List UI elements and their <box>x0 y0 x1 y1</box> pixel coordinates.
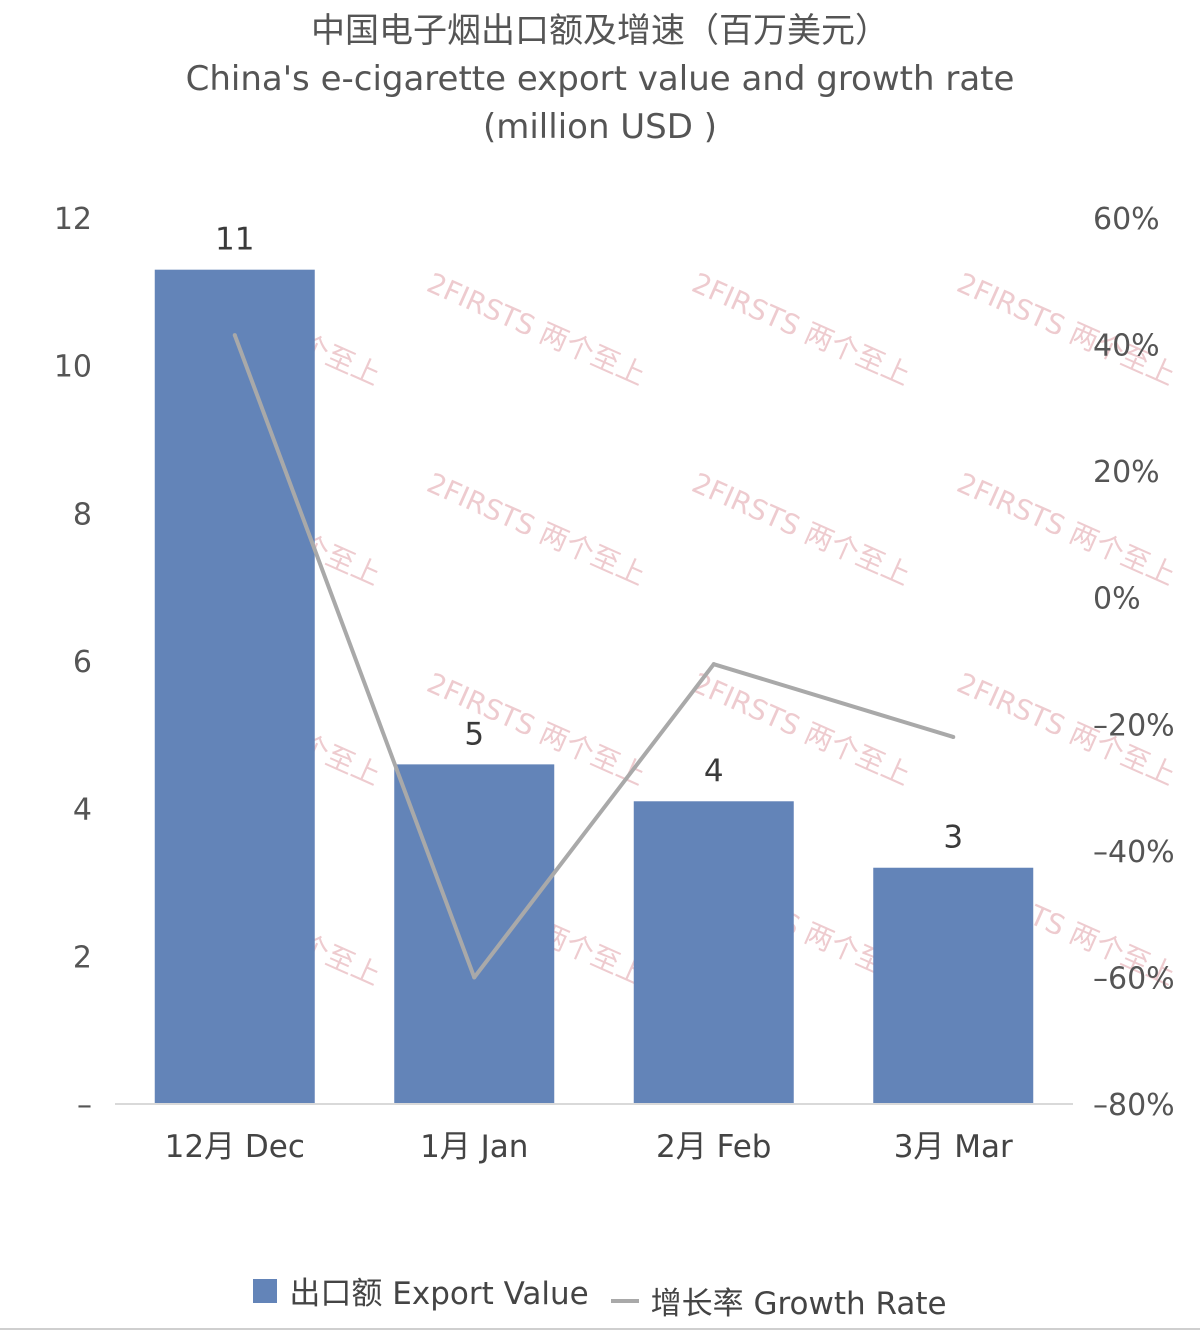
x-axis-category-label: 3月 Mar <box>894 1129 1013 1165</box>
right-axis-tick-label: 60% <box>1093 202 1160 237</box>
legend: 出口额 Export Value 增长率 Growth Rate <box>0 1268 1200 1323</box>
right-axis-tick-label: 20% <box>1093 455 1160 490</box>
bar-data-label: 3 <box>943 820 963 856</box>
left-axis-tick-label: 8 <box>73 497 92 532</box>
left-axis-tick-label: – <box>77 1088 92 1123</box>
legend-bar-swatch <box>253 1278 278 1303</box>
legend-item-growth-rate[interactable]: 增长率 Growth Rate <box>610 1278 947 1323</box>
watermark-text: 2FIRSTS 两个至上 <box>422 466 650 592</box>
legend-item-export-value[interactable]: 出口额 Export Value <box>253 1268 589 1313</box>
left-axis-tick-label: 10 <box>54 350 92 385</box>
bar-series <box>154 269 1034 1104</box>
growth-rate-point[interactable] <box>472 975 477 980</box>
chart-title-en: China's e-cigarette export value and gro… <box>185 59 1015 99</box>
bar[interactable] <box>633 801 794 1104</box>
x-axis-category-label: 12月 Dec <box>165 1129 305 1165</box>
watermark-text: 2FIRSTS 两个至上 <box>422 266 650 392</box>
x-axis-category-label: 2月 Feb <box>656 1129 771 1165</box>
left-axis-tick-label: 2 <box>73 940 92 975</box>
left-axis-tick-label: 12 <box>54 202 92 237</box>
bar[interactable] <box>154 269 315 1104</box>
bar[interactable] <box>873 867 1034 1104</box>
bar[interactable] <box>394 764 555 1104</box>
left-axis-tick-label: 6 <box>73 645 92 680</box>
chart-title-cn: 中国电子烟出口额及增速（百万美元） <box>311 11 889 51</box>
left-axis-tick-label: 4 <box>73 793 92 828</box>
right-axis-tick-label: –80% <box>1093 1088 1175 1123</box>
x-axis-categories: 12月 Dec 1月 Jan 2月 Feb 3月 Mar <box>165 1129 1013 1165</box>
right-axis-tick-label: –40% <box>1093 835 1175 870</box>
left-axis: – 2 4 6 8 10 12 <box>54 202 92 1123</box>
bar-data-label: 4 <box>704 753 724 789</box>
right-axis-tick-label: 0% <box>1093 582 1141 617</box>
growth-rate-point[interactable] <box>711 662 716 667</box>
right-axis-tick-label: –20% <box>1093 708 1175 743</box>
x-axis-category-label: 1月 Jan <box>420 1129 528 1165</box>
bar-data-label: 11 <box>215 222 254 258</box>
legend-label-export-value: 出口额 Export Value <box>289 1276 589 1312</box>
chart-title-unit: (million USD ) <box>482 107 718 147</box>
right-axis-tick-label: –60% <box>1093 961 1175 996</box>
right-axis: –80% –60% –40% –20% 0% 20% 40% 60% <box>1093 202 1175 1123</box>
chart-area: 2FIRSTS 两个至上 2FIRSTS 两个至上 2FIRSTS 两个至上 2FIR… <box>54 202 1181 1165</box>
bar-data-labels: 11 5 4 3 <box>215 222 963 856</box>
legend-line-swatch <box>610 1298 639 1303</box>
growth-rate-point[interactable] <box>951 734 956 739</box>
growth-rate-series <box>232 333 956 980</box>
right-axis-tick-label: 40% <box>1093 329 1160 364</box>
watermark-text: 2FIRSTS 两个至上 <box>687 466 915 592</box>
bar-data-label: 5 <box>464 716 484 752</box>
legend-label-growth-rate: 增长率 Growth Rate <box>650 1286 947 1322</box>
bottom-divider <box>0 1328 1200 1330</box>
watermark-text: 2FIRSTS 两个至上 <box>687 266 915 392</box>
growth-rate-line[interactable] <box>232 334 954 980</box>
growth-rate-point[interactable] <box>232 333 237 338</box>
